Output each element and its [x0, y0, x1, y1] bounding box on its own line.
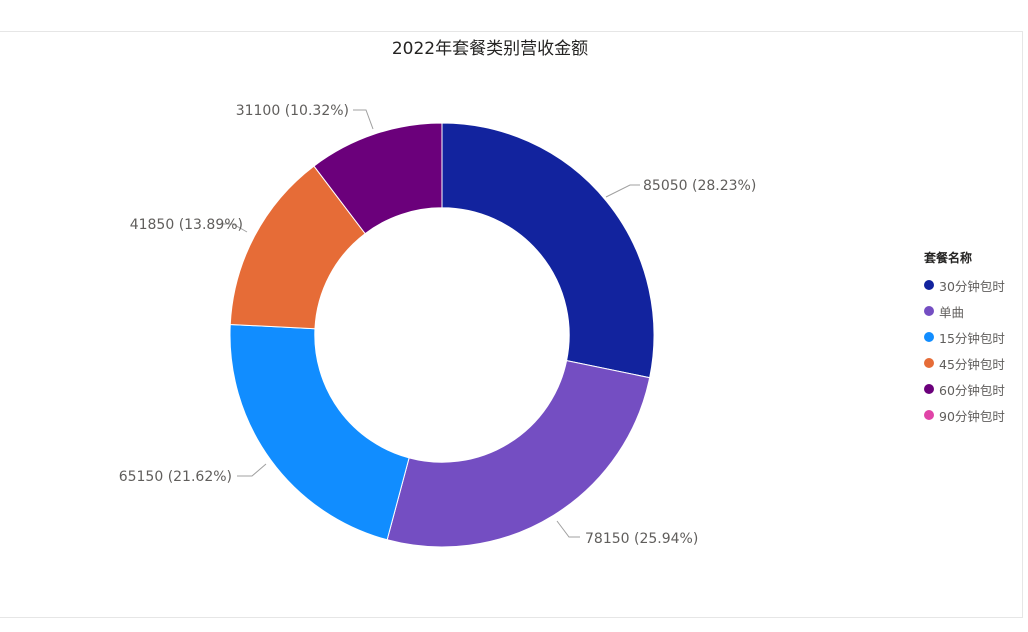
legend-label: 单曲 — [939, 304, 965, 320]
data-label-5: 31100 (10.32%) — [236, 103, 349, 119]
chart-title: 2022年套餐类别营收金额 — [391, 39, 589, 59]
legend-marker — [924, 358, 934, 368]
data-label-3: 65150 (21.62%) — [119, 469, 232, 485]
slice-2[interactable] — [386, 360, 651, 548]
legend-label: 90分钟包时 — [939, 408, 1005, 424]
data-label-2: 78150 (25.94%) — [585, 531, 698, 547]
legend-items: 30分钟包时 单曲 15分钟包时 45分钟包时 60分钟包时 90分钟包时 — [924, 272, 1005, 428]
legend-item-5[interactable]: 60分钟包时 — [924, 376, 1005, 402]
leader-line-5 — [353, 109, 374, 130]
legend-item-4[interactable]: 45分钟包时 — [924, 350, 1005, 376]
data-labels: 85050 (28.23%) 78150 (25.94%) 65150 (21.62… — [119, 103, 757, 547]
donut-slices — [229, 122, 655, 548]
legend: 套餐名称 30分钟包时 单曲 15分钟包时 45分钟包时 60分钟包时 90分钟包时 — [924, 249, 1005, 428]
slice-1[interactable] — [441, 122, 655, 379]
legend-marker — [924, 332, 934, 342]
visual-frame — [0, 31, 1023, 618]
label-leader-lines — [220, 109, 640, 538]
legend-marker — [924, 280, 934, 290]
data-label-4: 41850 (13.89%) — [130, 217, 243, 233]
slice-5[interactable] — [313, 122, 443, 235]
slice-3[interactable] — [229, 323, 410, 541]
legend-marker — [924, 410, 934, 420]
legend-label: 15分钟包时 — [939, 330, 1005, 346]
legend-item-6[interactable]: 90分钟包时 — [924, 402, 1005, 428]
leader-line-3 — [237, 463, 267, 477]
legend-marker — [924, 306, 934, 316]
leader-line-4 — [220, 223, 248, 233]
legend-label: 60分钟包时 — [939, 382, 1005, 398]
legend-label: 30分钟包时 — [939, 278, 1005, 294]
legend-item-2[interactable]: 单曲 — [924, 298, 1005, 324]
leader-line-1 — [605, 184, 640, 198]
data-label-1: 85050 (28.23%) — [643, 178, 756, 194]
legend-marker — [924, 384, 934, 394]
legend-item-1[interactable]: 30分钟包时 — [924, 272, 1005, 298]
legend-title: 套餐名称 — [924, 251, 973, 265]
legend-label: 45分钟包时 — [939, 356, 1005, 372]
legend-item-3[interactable]: 15分钟包时 — [924, 324, 1005, 350]
leader-line-2 — [556, 520, 580, 538]
